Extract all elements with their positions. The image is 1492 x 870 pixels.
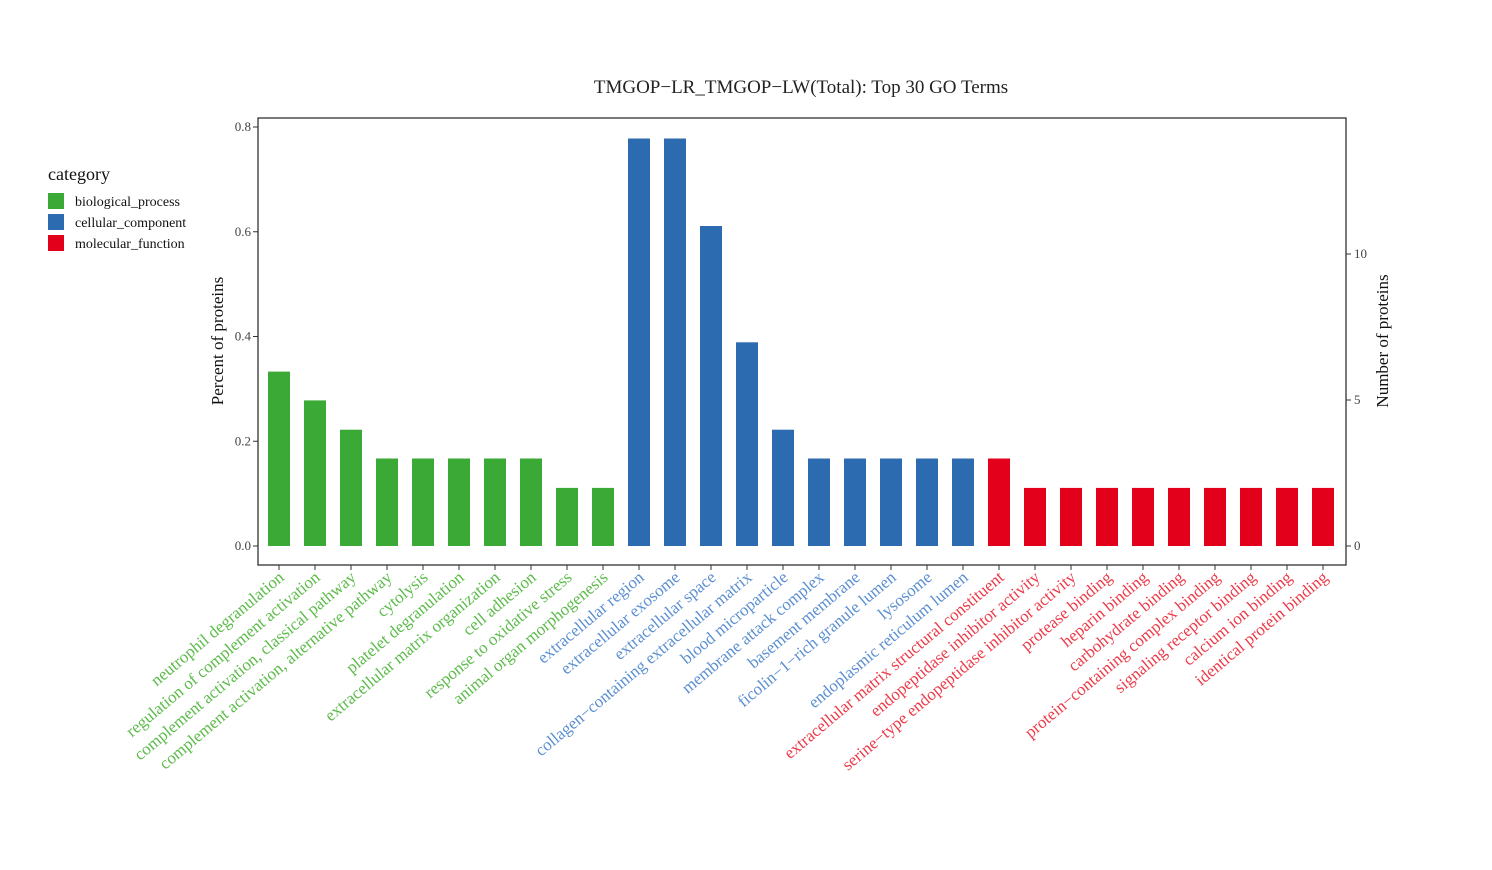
bar-complement-activation-alternative-pathway (376, 458, 398, 546)
y-left-tick-label: 0.2 (235, 433, 251, 448)
bar-animal-organ-morphogenesis (592, 487, 614, 546)
bar-protease-binding (1096, 487, 1118, 546)
y-axis-right-label: Number of proteins (1373, 274, 1392, 407)
bar-extracellular-space (700, 226, 722, 546)
y-axis-right: 0 5 10 (1346, 246, 1367, 553)
legend-label-biological-process: biological_process (75, 195, 180, 210)
bar-extracellular-matrix-structural-constituent (988, 458, 1010, 546)
plot-frame (257, 117, 1347, 566)
y-left-tick-label: 0.0 (235, 538, 251, 553)
bar-extracellular-matrix-organization (484, 458, 506, 546)
bar-calcium-ion-binding (1276, 487, 1298, 546)
bars (268, 138, 1334, 546)
legend-swatch-biological-process (48, 193, 64, 209)
bar-cell-adhesion (520, 458, 542, 546)
bar-heparin-binding (1132, 487, 1154, 546)
legend-label-molecular-function: molecular_function (75, 237, 185, 252)
y-right-tick-label: 0 (1354, 538, 1361, 553)
bar-ficolin-1-rich-granule-lumen (880, 458, 902, 546)
bar-signaling-receptor-binding (1240, 487, 1262, 546)
bar-identical-protein-binding (1312, 487, 1334, 546)
bar-blood-microparticle (772, 429, 794, 546)
bar-protein-containing-complex-binding (1204, 487, 1226, 546)
y-left-tick-label: 0.6 (235, 224, 252, 239)
bar-membrane-attack-complex (808, 458, 830, 546)
y-right-tick-label: 10 (1354, 246, 1367, 261)
y-left-tick-label: 0.8 (235, 119, 251, 134)
y-right-tick-label: 5 (1354, 392, 1361, 407)
bar-endopeptidase-inhibitor-activity (1024, 487, 1046, 546)
bar-cytolysis (412, 458, 434, 546)
bar-serine-type-endopeptidase-inhibitor-activity (1060, 487, 1082, 546)
legend-label-cellular-component: cellular_component (75, 216, 186, 231)
y-axis-left-label: Percent of proteins (208, 277, 227, 405)
legend: category biological_process cellular_com… (48, 164, 186, 252)
bar-extracellular-region (628, 138, 650, 546)
bar-lysosome (916, 458, 938, 546)
bar-collagen-containing-extracellular-matrix (736, 342, 758, 546)
bar-platelet-degranulation (448, 458, 470, 546)
legend-swatch-molecular-function (48, 235, 64, 251)
y-axis-left: 0.0 0.2 0.4 0.6 0.8 (235, 119, 258, 553)
bar-carbohydrate-binding (1168, 487, 1190, 546)
bar-basement-membrane (844, 458, 866, 546)
bar-regulation-of-complement-activation (304, 400, 326, 546)
bar-extracellular-exosome (664, 138, 686, 546)
bar-response-to-oxidative-stress (556, 487, 578, 546)
chart-title: TMGOP−LR_TMGOP−LW(Total): Top 30 GO Term… (594, 77, 1008, 98)
y-left-tick-label: 0.4 (235, 329, 252, 344)
bar-neutrophil-degranulation (268, 371, 290, 546)
bar-complement-activation-classical-pathway (340, 429, 362, 546)
legend-title: category (48, 164, 110, 184)
bar-endoplasmic-reticulum-lumen (952, 458, 974, 546)
legend-swatch-cellular-component (48, 214, 64, 230)
